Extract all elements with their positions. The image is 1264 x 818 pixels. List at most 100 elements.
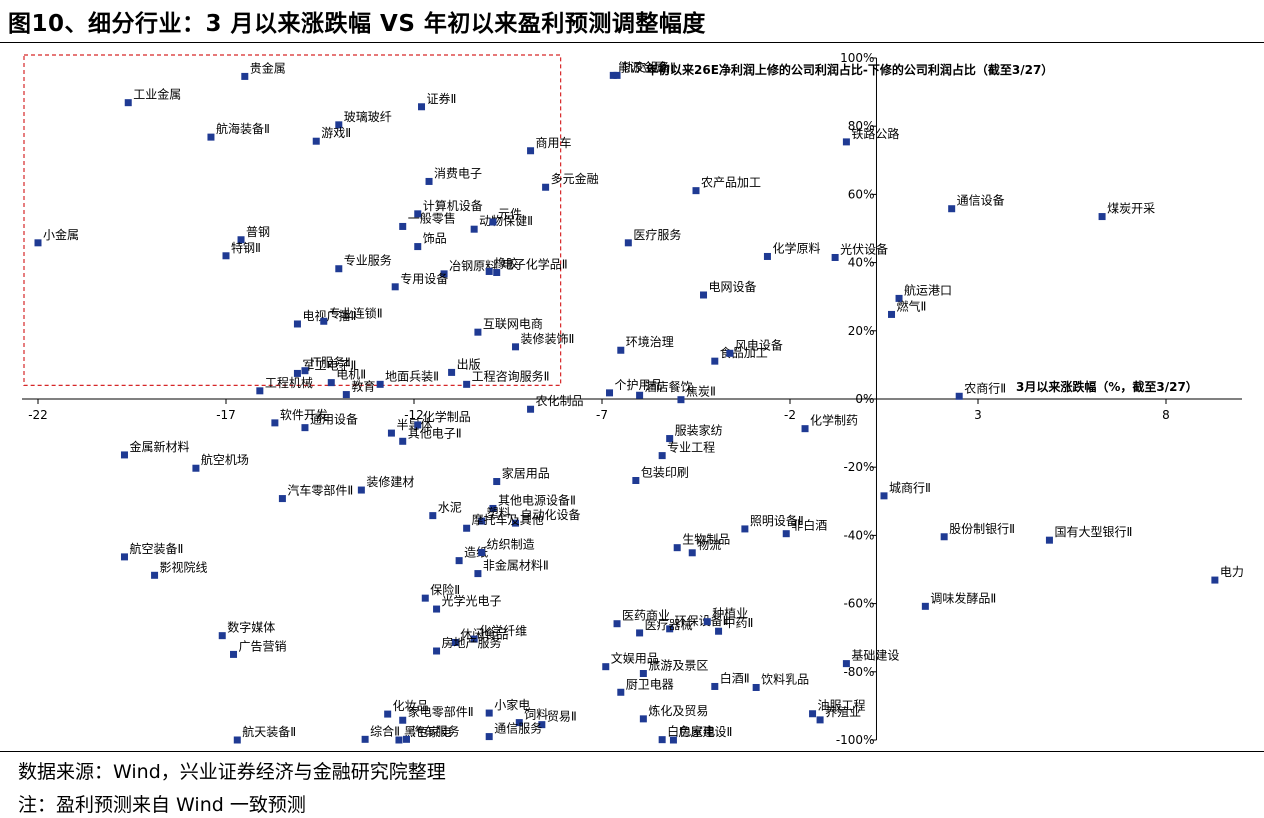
data-point: [493, 478, 501, 486]
x-tick-label: -17: [216, 408, 236, 422]
data-point: [489, 218, 497, 226]
data-point: [831, 253, 839, 261]
point-label: 环境治理: [626, 334, 674, 349]
data-point: [399, 222, 407, 230]
point-label: 农商行Ⅱ: [964, 380, 1006, 395]
point-label: 特钢Ⅱ: [231, 240, 261, 255]
point-label: 个护用品: [615, 378, 663, 392]
point-label: 生物制品: [682, 533, 730, 547]
point-label: 一般零售: [408, 210, 456, 225]
point-label: 元件: [498, 207, 522, 221]
point-label: 航天装备Ⅱ: [242, 724, 296, 739]
point-label: 小家电: [494, 697, 530, 712]
footer-rule: [0, 751, 1264, 752]
data-point: [512, 519, 520, 527]
point-label: 国有大型银行Ⅱ: [1054, 525, 1132, 539]
data-point: [489, 504, 497, 512]
source-note: 数据来源：Wind，兴业证券经济与金融研究院整理: [18, 761, 446, 783]
data-point: [335, 265, 343, 273]
point-label: 照明设备Ⅱ: [750, 514, 804, 528]
data-point: [639, 670, 647, 678]
data-point: [451, 638, 459, 646]
data-point: [658, 452, 666, 460]
data-point: [357, 486, 365, 494]
point-label: 航海装备Ⅱ: [216, 121, 270, 136]
data-point: [542, 183, 550, 191]
x-tick-label: 8: [1162, 408, 1170, 422]
x-tick-label: -7: [596, 408, 608, 422]
axes: [22, 58, 1242, 740]
data-point: [782, 530, 790, 538]
point-label: 农产品加工: [701, 176, 761, 190]
point-label: 纺织制造: [487, 537, 535, 551]
point-label: 基础建设: [851, 649, 899, 663]
point-label: 工程咨询服务Ⅱ: [472, 368, 550, 383]
point-label: 电子化学品Ⅱ: [502, 256, 568, 271]
point-label: 专业工程: [667, 440, 715, 455]
data-point: [124, 99, 132, 107]
data-point: [474, 570, 482, 578]
data-point: [440, 270, 448, 278]
point-label: 通信服务: [494, 721, 542, 736]
data-point: [433, 647, 441, 655]
data-point: [715, 627, 723, 635]
data-point: [402, 735, 410, 743]
point-label: 工程机械: [265, 375, 313, 390]
data-point: [399, 437, 407, 445]
data-point: [361, 735, 369, 743]
data-point: [218, 632, 226, 640]
point-label: 饮料乳品: [761, 672, 809, 686]
point-label: 化学制品: [423, 409, 471, 424]
data-point: [726, 349, 734, 357]
point-label: 教育: [351, 379, 375, 394]
point-label: 专业连锁Ⅱ: [329, 305, 383, 320]
data-point: [677, 396, 685, 404]
point-label: 军工电子Ⅱ: [302, 358, 356, 372]
data-point: [271, 419, 279, 427]
point-label: 装修建材: [366, 474, 414, 489]
data-point: [230, 650, 238, 658]
data-point: [237, 236, 245, 244]
point-label: 通信设备: [957, 194, 1005, 208]
data-point: [512, 343, 520, 351]
point-label: IT服务Ⅱ: [310, 355, 351, 370]
point-label: 证券Ⅱ: [427, 91, 457, 106]
point-label: 油服工程: [818, 698, 866, 713]
point-label: 小金属: [43, 227, 79, 242]
point-label: 其他电子Ⅱ: [408, 426, 462, 440]
point-label: 酒店餐饮: [645, 379, 693, 394]
data-point: [470, 635, 478, 643]
point-label: 水泥: [438, 501, 462, 515]
point-label: 房地产服务: [442, 635, 502, 650]
data-point: [624, 239, 632, 247]
point-label: 航空装备Ⅱ: [129, 541, 183, 556]
data-point: [632, 476, 640, 484]
data-point: [455, 557, 463, 565]
data-point: [485, 267, 493, 275]
data-point: [278, 495, 286, 503]
point-label: 汽车零部件Ⅱ: [287, 483, 353, 498]
data-point: [463, 380, 471, 388]
point-label: 普钢: [246, 225, 270, 239]
data-point: [414, 210, 422, 218]
data-point: [34, 239, 42, 247]
data-point: [485, 709, 493, 717]
data-point: [421, 594, 429, 602]
data-point: [342, 391, 350, 399]
point-label: 计算机设备: [423, 198, 483, 213]
point-label: 白色家电: [667, 724, 715, 739]
point-label: 中药Ⅱ: [724, 615, 754, 630]
data-point: [763, 252, 771, 260]
point-label: 环保设备Ⅱ: [675, 614, 729, 628]
point-label: 养殖业: [825, 704, 861, 719]
figure-title: 图10、细分行业：3 月以来涨跌幅 VS 年初以来盈利预测调整幅度: [8, 11, 706, 37]
point-label: 医药商业: [622, 608, 670, 623]
point-label: 航空机场: [201, 452, 249, 467]
point-label: 焦炭Ⅱ: [686, 385, 716, 399]
data-point: [515, 719, 523, 727]
data-point: [842, 660, 850, 668]
point-label: 汽车服务: [411, 723, 459, 738]
point-label: 工业金属: [133, 87, 181, 102]
data-point: [700, 291, 708, 299]
data-point: [669, 736, 677, 744]
